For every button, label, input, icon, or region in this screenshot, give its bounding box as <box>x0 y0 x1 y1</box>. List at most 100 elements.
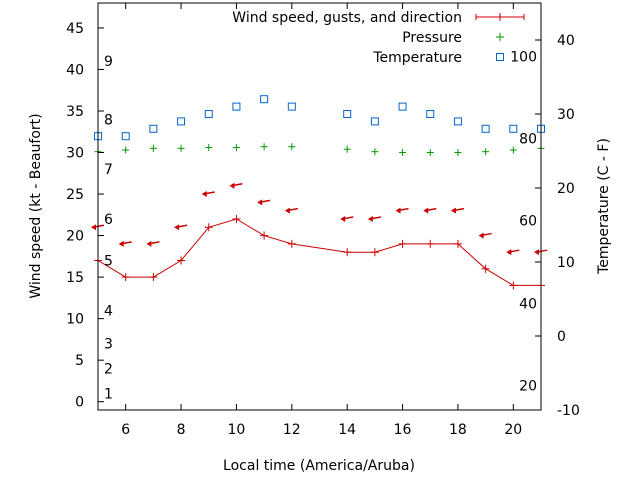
temperature-point <box>260 95 269 104</box>
wind-speed-point <box>453 239 462 248</box>
temperature-point <box>481 124 490 133</box>
pressure-point <box>205 144 213 152</box>
y-left-tick-label: 30 <box>66 146 84 162</box>
wind-speed-point <box>121 273 130 282</box>
y-right-tick-label: 30 <box>557 107 575 123</box>
y-right-tick-label: 20 <box>557 181 575 197</box>
wind-speed-point <box>426 239 435 248</box>
label-layer: Local time (America/Aruba) Wind speed (k… <box>28 113 612 474</box>
wind-arrow-head <box>506 249 512 256</box>
wind-speed-point <box>509 281 518 290</box>
wind-direction-arrow <box>284 207 298 214</box>
beaufort-label: 4 <box>104 303 113 319</box>
wind-arrow-head <box>257 199 263 206</box>
beaufort-label: 2 <box>104 361 113 377</box>
wind-arrow-head <box>118 240 124 247</box>
x-tick-label: 20 <box>504 422 522 438</box>
temperature-point <box>426 110 435 118</box>
wind-speed-point <box>232 214 241 223</box>
wind-direction-arrow <box>367 215 382 222</box>
temperature-point <box>370 117 379 126</box>
wind-arrow-head <box>91 224 96 231</box>
y-right-tick-label: -10 <box>557 403 580 419</box>
tick-layer: 6 8 10 12 14 16 18 20051015202530354045-1001020… <box>66 3 580 438</box>
y-left-tick-label: 15 <box>66 270 84 286</box>
plot-frame <box>97 2 542 411</box>
beaufort-label: 3 <box>104 337 113 353</box>
y-axis-right-label: Temperature (C - F) <box>596 138 612 275</box>
wind-speed-line <box>97 218 541 286</box>
legend-symbol <box>475 13 525 21</box>
fahrenheit-label: 40 <box>519 296 537 312</box>
temperature-point <box>509 124 518 133</box>
x-axis-label: Local time (America/Aruba) <box>223 458 415 474</box>
temperature-point <box>177 117 186 126</box>
y-left-tick-label: 20 <box>66 229 84 245</box>
temperature-point <box>453 117 462 126</box>
legend-label: Wind speed, gusts, and direction <box>232 10 462 26</box>
temperature-point <box>204 110 213 118</box>
wind-arrow-head <box>478 232 484 239</box>
wind-direction-arrow <box>340 215 354 222</box>
x-tick-label: 6 <box>121 422 130 438</box>
y-left-tick-label: 5 <box>75 353 84 369</box>
y-left-tick-label: 40 <box>66 62 84 78</box>
wind-speed-point <box>343 248 352 257</box>
pressure-point <box>371 148 379 156</box>
wind-speed-point <box>398 239 407 248</box>
temperature-point <box>343 110 352 118</box>
pressure-point <box>288 143 296 151</box>
wind-speed-point <box>204 223 213 232</box>
wind-arrow-head <box>534 249 539 256</box>
beaufort-label: 5 <box>104 253 113 269</box>
beaufort-label: 6 <box>104 212 113 228</box>
wind-arrow-head <box>395 207 401 214</box>
wind-direction-arrow <box>118 240 132 247</box>
temperature-point <box>287 102 296 111</box>
pressure-point <box>260 143 268 151</box>
pressure-point <box>426 149 434 157</box>
wind-speed-point <box>481 264 490 273</box>
beaufort-label: 9 <box>104 54 113 70</box>
legend-square <box>496 53 504 61</box>
x-tick-label: 10 <box>228 422 246 438</box>
wind-arrow-head <box>174 224 180 231</box>
legend-label: Temperature <box>372 50 462 66</box>
plot-border <box>97 2 542 411</box>
pressure-point <box>399 149 407 157</box>
pressure-point <box>509 146 517 154</box>
wind-speed-point <box>260 231 269 240</box>
legend-symbol <box>496 53 504 61</box>
pressure-point <box>343 145 351 153</box>
x-tick-label: 18 <box>449 422 467 438</box>
wind-direction-arrow <box>423 207 437 214</box>
beaufort-label: 7 <box>104 162 113 178</box>
beaufort-label: 1 <box>104 386 113 402</box>
y-axis-left-label: Wind speed (kt - Beaufort) <box>28 113 44 298</box>
pressure-point <box>122 146 130 154</box>
temperature-point <box>232 102 241 111</box>
legend-label: Pressure <box>402 30 462 46</box>
wind-direction-arrow <box>257 199 271 206</box>
wind-arrow-head <box>201 191 207 198</box>
wind-direction-arrow <box>478 232 492 239</box>
pressure-point <box>177 144 185 152</box>
wind-arrow-head <box>423 207 429 214</box>
wind-direction-arrow <box>174 224 188 231</box>
y-left-tick-label: 25 <box>66 187 84 203</box>
plot-layer <box>91 95 548 290</box>
fahrenheit-label: 100 <box>510 49 537 65</box>
legend-symbol <box>496 33 504 41</box>
temperature-point <box>398 102 407 111</box>
wind-direction-arrow <box>506 249 520 256</box>
pressure-point <box>149 144 157 152</box>
y-right-tick-label: 10 <box>557 255 575 271</box>
wind-arrow-head <box>367 215 373 222</box>
legend: Wind speed, gusts, and direction Pressure… <box>232 10 525 66</box>
y-right-tick-label: 0 <box>557 329 566 345</box>
pressure-point <box>454 149 462 157</box>
y-left-tick-label: 45 <box>66 21 84 37</box>
wind-speed-point <box>370 248 379 257</box>
y-left-tick-label: 35 <box>66 104 84 120</box>
